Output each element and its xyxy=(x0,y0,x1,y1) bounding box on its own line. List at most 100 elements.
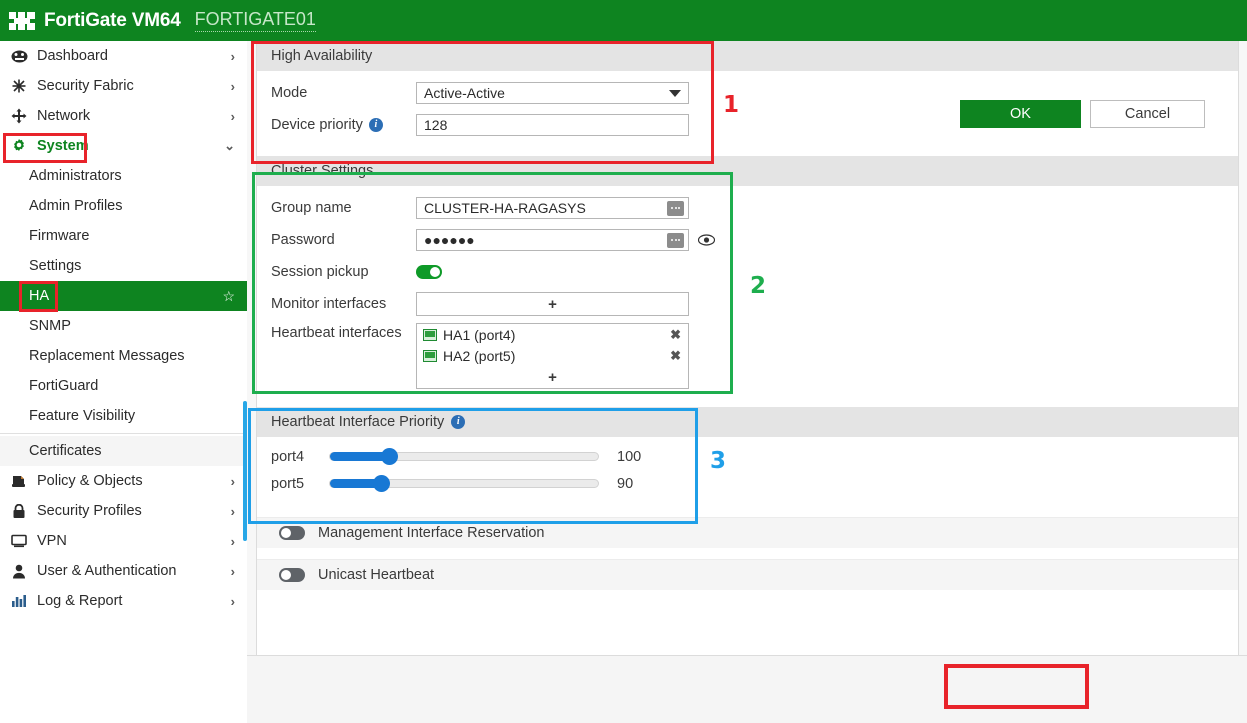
bar-chart-icon xyxy=(8,592,30,610)
show-password-eye-icon[interactable] xyxy=(697,233,715,247)
slider-fill xyxy=(330,479,381,488)
session-pickup-row: Session pickup xyxy=(257,259,1238,285)
sidebar-item-administrators[interactable]: Administrators xyxy=(0,161,247,191)
group-name-label: Group name xyxy=(271,200,352,216)
device-priority-row: Device priority i 128 xyxy=(257,112,1238,138)
ok-button[interactable]: OK xyxy=(960,100,1081,128)
chevron-right-icon: › xyxy=(230,503,235,519)
sidebar-item-admin-profiles[interactable]: Admin Profiles xyxy=(0,191,247,221)
group-name-value: CLUSTER-HA-RAGASYS xyxy=(424,200,586,216)
interface-name: HA2 (port5) xyxy=(443,347,516,364)
sidebar-item-settings[interactable]: Settings xyxy=(0,251,247,281)
favorite-star-icon[interactable]: ☆ xyxy=(222,287,235,304)
sidebar-item-label: Feature Visibility xyxy=(29,408,136,424)
sidebar-item-firmware[interactable]: Firmware xyxy=(0,221,247,251)
sidebar-item-certificates[interactable]: Certificates xyxy=(0,436,247,466)
sidebar-item-dashboard[interactable]: Dashboard › xyxy=(0,41,247,71)
section-label: Unicast Heartbeat xyxy=(318,567,435,583)
session-pickup-toggle[interactable] xyxy=(416,265,442,279)
info-icon[interactable]: i xyxy=(451,415,466,429)
cancel-button[interactable]: Cancel xyxy=(1090,100,1205,128)
fortinet-logo-icon xyxy=(9,11,35,30)
unicast-heartbeat-toggle[interactable] xyxy=(279,568,305,582)
chevron-right-icon: › xyxy=(230,533,235,549)
sidebar-item-replacement-messages[interactable]: Replacement Messages xyxy=(0,341,247,371)
sidebar-item-label: Network xyxy=(37,108,91,124)
device-priority-label: Device priority i xyxy=(271,117,416,133)
hostname-link[interactable]: FORTIGATE01 xyxy=(194,9,316,32)
sidebar-item-label: HA xyxy=(29,288,50,304)
mode-value: Active-Active xyxy=(424,85,505,101)
mode-label: Mode xyxy=(271,85,308,101)
device-priority-input[interactable]: 128 xyxy=(416,114,689,136)
unicast-heartbeat-section[interactable]: Unicast Heartbeat xyxy=(257,559,1238,590)
heartbeat-priority-header: Heartbeat Interface Priority i xyxy=(257,407,1238,437)
sidebar-item-label: System xyxy=(37,138,89,154)
mode-select[interactable]: Active-Active xyxy=(416,82,689,104)
sidebar-item-user-authentication[interactable]: User & Authentication › xyxy=(0,556,247,586)
high-availability-body: Mode Active-Active Device priority i 128 xyxy=(257,71,1238,156)
port4-priority-slider[interactable] xyxy=(329,448,599,465)
device-priority-value: 128 xyxy=(424,117,448,133)
monitor-icon xyxy=(8,532,30,550)
sidebar-item-label: Admin Profiles xyxy=(29,198,123,214)
sidebar-item-network[interactable]: Network › xyxy=(0,101,247,131)
management-interface-reservation-toggle[interactable] xyxy=(279,526,305,540)
monitor-interfaces-add-button[interactable]: + xyxy=(548,295,557,313)
monitor-interfaces-label: Monitor interfaces xyxy=(271,296,387,312)
heartbeat-interfaces-add-button[interactable]: + xyxy=(548,368,557,386)
main-content: High Availability Mode Active-Active Dev… xyxy=(247,41,1247,723)
remove-icon[interactable]: ✖ xyxy=(670,347,681,363)
password-row: Password ●●●●●● xyxy=(257,227,1238,253)
sidebar-item-feature-visibility[interactable]: Feature Visibility xyxy=(0,401,247,431)
sidebar-item-security-fabric[interactable]: Security Fabric › xyxy=(0,71,247,101)
sidebar-item-fortiguard[interactable]: FortiGuard xyxy=(0,371,247,401)
slider-thumb[interactable] xyxy=(372,475,390,492)
monitor-interfaces-box: + xyxy=(416,292,689,316)
list-item[interactable]: HA1 (port4) ✖ xyxy=(417,324,688,345)
slider-label: port4 xyxy=(271,448,305,465)
heartbeat-priority-body: port4 100 port5 90 xyxy=(257,437,1238,517)
chevron-down-icon: ⌄ xyxy=(224,138,235,153)
sidebar-item-label: VPN xyxy=(37,533,67,549)
slider-row: port5 90 xyxy=(257,470,1238,497)
sidebar-divider xyxy=(0,433,247,434)
interface-name: HA1 (port4) xyxy=(443,326,516,343)
password-label: Password xyxy=(271,232,335,248)
sidebar-item-policy-objects[interactable]: Policy & Objects › xyxy=(0,466,247,496)
sidebar-item-log-report[interactable]: Log & Report › xyxy=(0,586,247,616)
move-arrows-icon xyxy=(8,107,30,125)
ha-settings-panel: High Availability Mode Active-Active Dev… xyxy=(256,41,1239,656)
slider-value: 100 xyxy=(617,448,642,465)
sidebar-item-label: Replacement Messages xyxy=(29,348,185,364)
password-input[interactable]: ●●●●●● xyxy=(416,229,689,251)
slider-label: port5 xyxy=(271,475,305,492)
remove-icon[interactable]: ✖ xyxy=(670,326,681,342)
edit-dots-icon[interactable] xyxy=(667,200,684,216)
management-interface-reservation-section[interactable]: Management Interface Reservation xyxy=(257,517,1238,548)
mode-row: Mode Active-Active xyxy=(257,80,1238,106)
sidebar-item-vpn[interactable]: VPN › xyxy=(0,526,247,556)
chevron-down-icon xyxy=(669,89,681,97)
group-name-input[interactable]: CLUSTER-HA-RAGASYS xyxy=(416,197,689,219)
sidebar-item-system[interactable]: System ⌄ xyxy=(0,131,247,161)
group-name-row: Group name CLUSTER-HA-RAGASYS xyxy=(257,195,1238,221)
slider-thumb[interactable] xyxy=(380,448,398,465)
network-port-icon xyxy=(423,349,437,362)
sidebar-item-label: SNMP xyxy=(29,318,71,334)
chevron-right-icon: › xyxy=(230,473,235,489)
brand-title: FortiGate VM64 xyxy=(44,9,181,31)
sidebar-item-label: Dashboard xyxy=(37,48,108,64)
port5-priority-slider[interactable] xyxy=(329,475,599,492)
network-port-icon xyxy=(423,328,437,341)
sidebar-item-ha[interactable]: HA ☆ xyxy=(0,281,247,311)
spacer xyxy=(257,548,1238,559)
heartbeat-interfaces-label: Heartbeat interfaces xyxy=(271,325,402,341)
sidebar-item-snmp[interactable]: SNMP xyxy=(0,311,247,341)
list-item[interactable]: HA2 (port5) ✖ xyxy=(417,345,688,366)
sidebar-item-security-profiles[interactable]: Security Profiles › xyxy=(0,496,247,526)
sidebar-item-label: Log & Report xyxy=(37,593,123,609)
info-icon[interactable]: i xyxy=(368,118,383,132)
sidebar-scrollbar[interactable] xyxy=(243,401,247,541)
edit-dots-icon[interactable] xyxy=(667,232,684,248)
